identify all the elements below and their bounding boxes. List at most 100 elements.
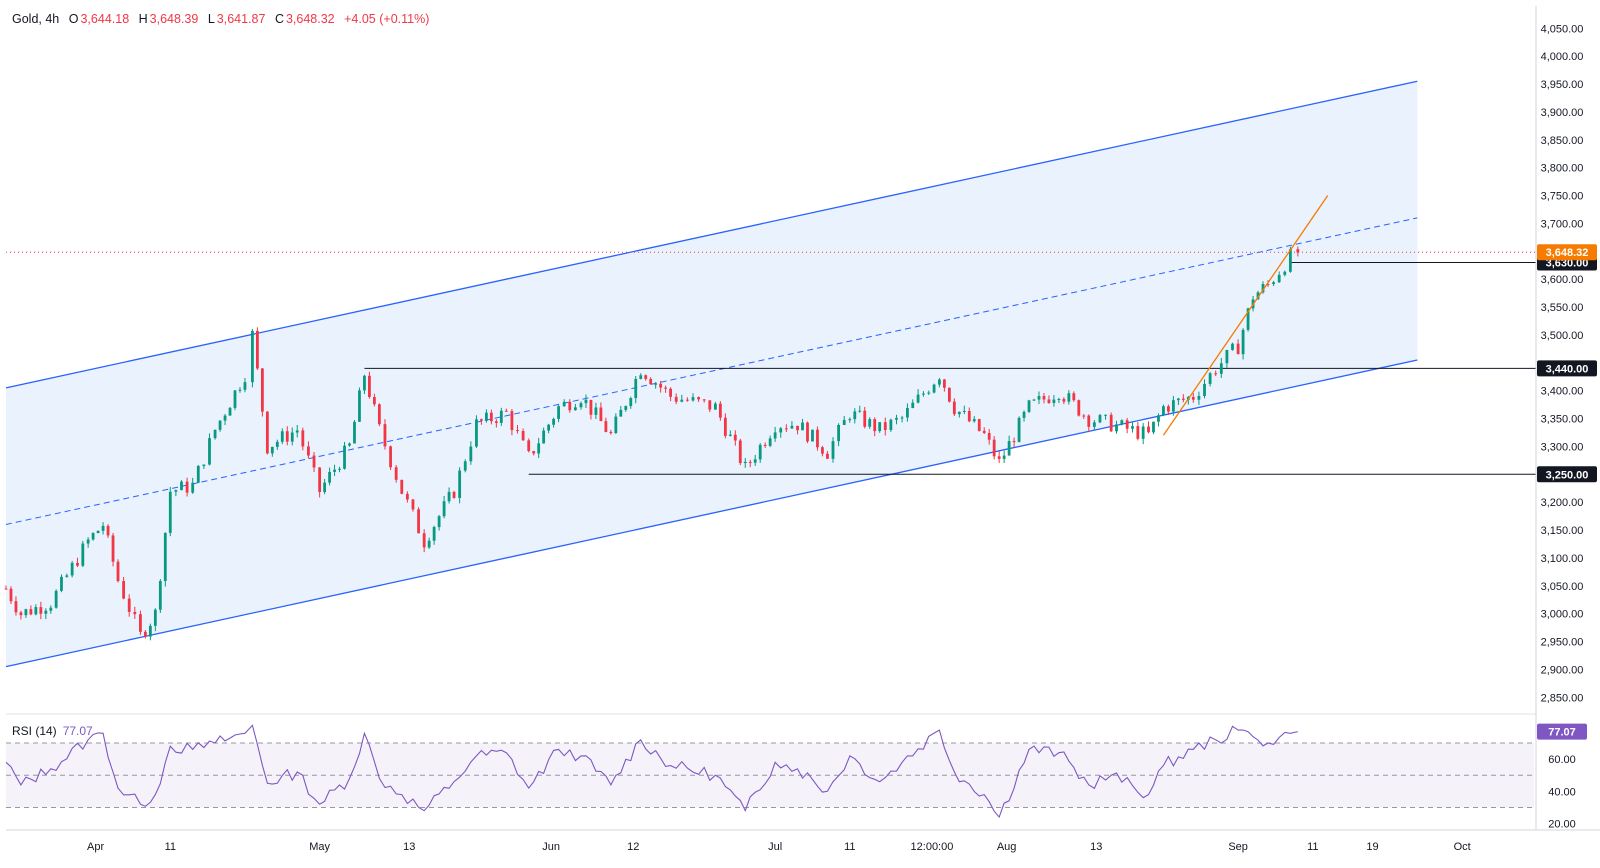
candle-body (213, 429, 217, 439)
candle-body (383, 424, 387, 447)
candle-body (947, 387, 951, 402)
candle-body (394, 467, 398, 480)
candle-body (111, 535, 115, 562)
candle-body (1087, 415, 1091, 427)
candle-body (417, 509, 420, 534)
candle-body (251, 330, 254, 383)
price-tick-label: 4,000.00 (1541, 51, 1584, 63)
candle-body (76, 562, 79, 566)
candle-body (1288, 249, 1292, 272)
candle-body (1002, 455, 1006, 459)
price-tick-label: 3,800.00 (1541, 163, 1584, 175)
candle-body (19, 612, 23, 616)
time-tick-label: 12 (627, 841, 639, 853)
candle-body (400, 479, 404, 494)
candle-body (680, 399, 684, 402)
candle-body (163, 532, 167, 582)
candle-body (318, 467, 322, 493)
level-badge: 3,250.00 (1546, 469, 1589, 481)
price-tick-label: 3,000.00 (1541, 609, 1584, 621)
change-value: +4.05 (+0.11%) (344, 12, 430, 26)
candle-body (270, 446, 274, 454)
candle-body (1236, 343, 1240, 355)
symbol-name[interactable]: Gold, 4h (12, 12, 60, 26)
candle-body (649, 378, 653, 385)
candle-body (674, 396, 678, 402)
candle-body (1283, 271, 1287, 275)
candle-body (1141, 426, 1145, 439)
candle-body (328, 471, 331, 483)
candle-body (1077, 400, 1081, 416)
level-badge: 3,440.00 (1546, 363, 1589, 375)
candle-body (589, 399, 593, 415)
price-tick-label: 3,550.00 (1541, 302, 1584, 314)
channel-mid-line (5, 217, 1418, 525)
candle-body (733, 434, 737, 441)
candle-body (1191, 396, 1195, 400)
time-tick-label: 19 (1366, 841, 1378, 853)
price-tick-label: 3,950.00 (1541, 79, 1584, 91)
candle-body (447, 491, 451, 502)
candle-body (81, 543, 85, 566)
time-tick-label: Aug (997, 841, 1017, 853)
candle-body (238, 389, 242, 391)
candle-body (639, 375, 643, 379)
open-value: 3,644.18 (80, 12, 130, 26)
candle-body (1162, 406, 1165, 416)
candle-body (422, 533, 426, 548)
candle-body (275, 441, 279, 447)
candle-body (39, 607, 43, 614)
candle-body (728, 434, 732, 436)
candle-body (174, 490, 178, 492)
candle-body (1007, 441, 1011, 456)
candle-body (127, 598, 131, 612)
symbol-header: Gold, 4h O 3,644.18 H 3,648.39 L 3,641.87 C… (12, 12, 435, 26)
candle-body (1062, 398, 1066, 402)
candle-body (1104, 414, 1107, 416)
candle-body (86, 539, 90, 544)
candle-body (748, 461, 752, 463)
level-badge-bg (1537, 360, 1597, 377)
price-tick-label: 3,500.00 (1541, 330, 1584, 342)
candle-body (624, 406, 628, 410)
candle-body (4, 588, 8, 590)
candle-body (743, 461, 747, 464)
candle-body (153, 609, 157, 626)
candle-body (290, 432, 294, 442)
candle-body (977, 419, 981, 431)
candle-body (452, 491, 456, 498)
candle-body (784, 428, 788, 430)
open-label: O (68, 12, 79, 26)
candle-body (1225, 349, 1229, 364)
candle-body (614, 416, 618, 434)
candle-body (494, 421, 498, 423)
current-price-badge: 3,648.32 (1546, 247, 1589, 259)
rsi-legend[interactable]: RSI (14) 77.07 (12, 724, 93, 738)
candle-body (191, 482, 195, 493)
candle-body (1171, 400, 1175, 412)
candle-body (927, 392, 931, 394)
candle-body (1072, 393, 1076, 401)
candle-body (1147, 426, 1150, 433)
high-value: 3,648.39 (149, 12, 199, 26)
candle-body (691, 397, 695, 401)
candle-body (895, 417, 898, 420)
candle-body (1272, 282, 1275, 285)
candle-body (1208, 373, 1212, 384)
channel-lower-line (5, 359, 1418, 668)
candle-body (878, 422, 882, 432)
candle-body (831, 441, 835, 459)
candle-body (573, 407, 577, 411)
candle-body (44, 610, 48, 614)
price-tick-label: 3,850.00 (1541, 135, 1584, 147)
candle-body (499, 410, 503, 423)
candle-body (1047, 399, 1051, 404)
candle-body (1214, 373, 1218, 375)
price-tick-label: 3,300.00 (1541, 441, 1584, 453)
candle-body (260, 368, 264, 412)
candle-body (208, 438, 211, 465)
candle-body (49, 607, 53, 611)
candle-body (70, 562, 74, 576)
candle-body (609, 431, 613, 434)
